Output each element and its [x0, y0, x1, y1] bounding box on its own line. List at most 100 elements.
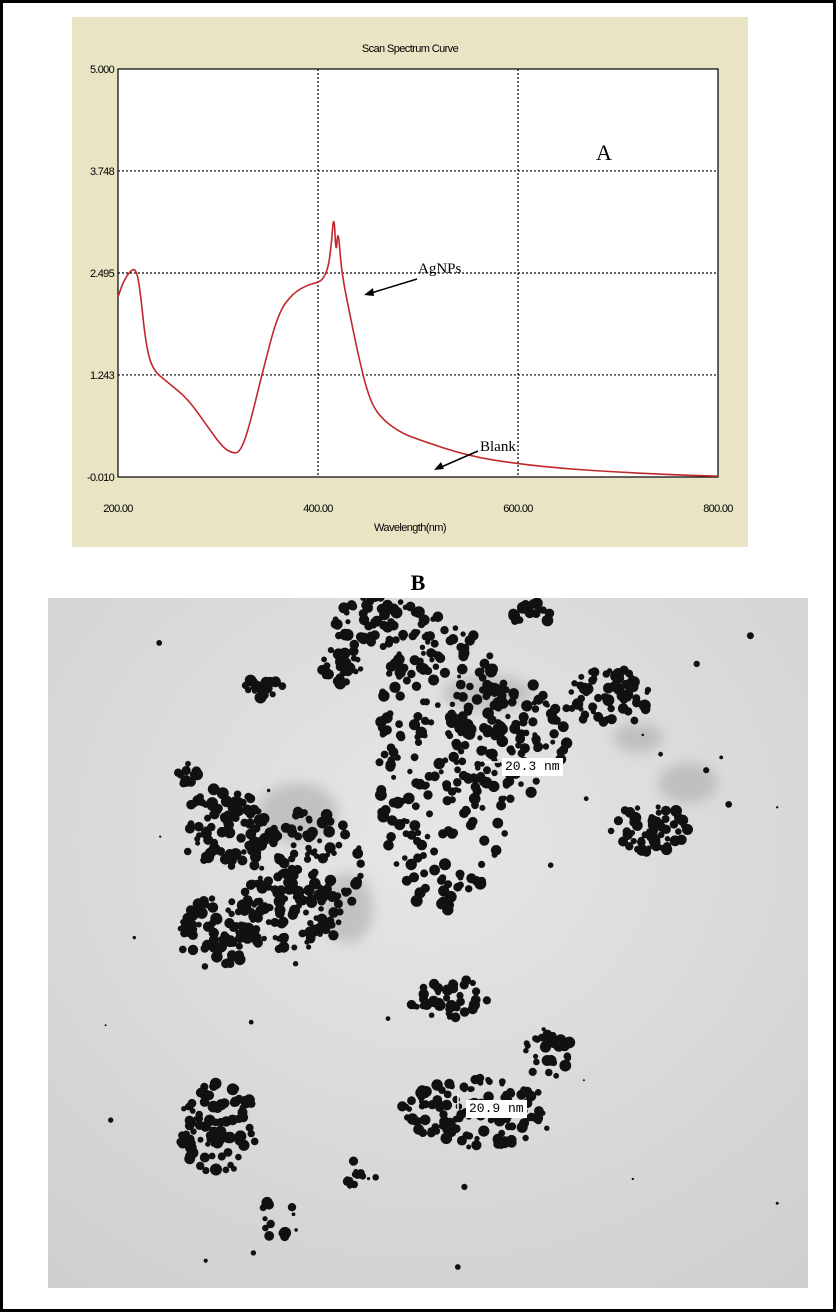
nanoparticle — [269, 838, 278, 848]
nanoparticle — [442, 757, 449, 764]
nanoparticle — [516, 1121, 528, 1133]
nanoparticle — [568, 689, 575, 695]
nanoparticle — [389, 681, 401, 693]
nanoparticle — [654, 816, 661, 824]
nanoparticle — [429, 864, 440, 876]
nanoparticle — [382, 599, 393, 611]
nanoparticle — [419, 852, 427, 859]
nanoparticle — [248, 879, 257, 888]
nanoparticle — [655, 809, 662, 816]
nanoparticle — [181, 765, 191, 776]
nanoparticle — [356, 845, 362, 851]
nanoparticle — [317, 664, 328, 675]
nanoparticle — [292, 806, 303, 817]
nanoparticle — [189, 1120, 197, 1127]
nanoparticle — [189, 1108, 196, 1114]
nanoparticle — [443, 1090, 452, 1099]
nanoparticle — [237, 855, 248, 866]
nanoparticle — [386, 710, 394, 718]
arrow-blank — [438, 450, 479, 469]
nanoparticle — [303, 909, 309, 916]
nanoparticle — [379, 688, 387, 696]
tem-image — [48, 598, 808, 1288]
nanoparticle — [389, 658, 402, 670]
nanoparticle — [210, 912, 223, 925]
nanoparticle — [237, 921, 246, 930]
nanoparticle — [646, 845, 652, 851]
nanoparticle — [534, 605, 543, 614]
nanoparticle — [108, 1117, 114, 1123]
nanoparticle — [185, 760, 191, 767]
nanoparticle — [343, 887, 352, 896]
nanoparticle — [468, 630, 479, 641]
nanoparticle — [244, 674, 257, 687]
nanoparticle — [505, 713, 511, 720]
y-tick-label: 5.000 — [90, 64, 115, 76]
nanoparticle — [638, 699, 651, 712]
nanoparticle — [306, 894, 316, 904]
nanoparticle — [194, 835, 201, 842]
nanoparticle — [479, 761, 485, 767]
nanoparticle — [444, 1078, 455, 1089]
nanoparticle — [221, 1116, 232, 1127]
nanoparticle — [412, 820, 421, 829]
nanoparticle — [502, 795, 507, 801]
annotation-blank: Blank — [480, 439, 516, 455]
nanoparticle — [438, 1086, 446, 1094]
nanoparticle — [292, 961, 299, 967]
nanoparticle — [438, 769, 444, 775]
nanoparticle — [327, 647, 334, 654]
nanoparticle — [222, 1166, 230, 1174]
nanoparticle — [405, 858, 417, 871]
nanoparticle — [278, 857, 290, 869]
nanoparticle — [632, 694, 641, 703]
nanoparticle — [527, 679, 539, 691]
nanoparticle — [191, 801, 198, 808]
nanoparticle — [661, 805, 671, 816]
nanoparticle — [215, 1099, 227, 1111]
nanoparticle — [413, 712, 423, 721]
nanoparticle — [201, 963, 209, 970]
nanoparticle — [499, 1081, 505, 1087]
nanoparticle — [321, 656, 327, 663]
nanoparticle — [208, 895, 216, 902]
nanoparticle — [248, 1019, 254, 1025]
nanoparticle — [776, 806, 779, 809]
nanoparticle — [207, 783, 220, 796]
nanoparticle — [533, 1053, 539, 1059]
nanoparticle — [534, 1089, 542, 1096]
panel-label-b: B — [410, 570, 426, 595]
nanoparticle — [663, 826, 671, 834]
nanoparticle — [104, 1024, 107, 1027]
nanoparticle — [560, 737, 573, 749]
nanoparticle — [501, 830, 509, 837]
nanoparticle — [629, 829, 636, 836]
nanoparticle — [461, 1183, 468, 1190]
nanoparticle — [402, 1103, 410, 1111]
nanoparticle — [327, 831, 334, 838]
nanoparticle — [549, 729, 559, 739]
nanoparticle — [266, 1231, 273, 1238]
nanoparticle — [224, 816, 230, 823]
nanoparticle — [578, 673, 585, 680]
nanoparticle — [399, 633, 407, 641]
y-tick-label: 1.243 — [90, 370, 115, 382]
nanoparticle — [442, 780, 452, 790]
nanoparticle — [458, 757, 467, 766]
nanoparticle — [455, 869, 465, 879]
nanoparticle — [379, 609, 390, 621]
nanoparticle — [211, 851, 215, 855]
nanoparticle — [195, 840, 201, 846]
nanoparticle — [474, 877, 487, 890]
nanoparticle — [504, 1122, 513, 1131]
nanoparticle — [557, 721, 569, 733]
nanoparticle — [447, 787, 457, 796]
nanoparticle — [442, 904, 454, 916]
nanoparticle — [541, 614, 554, 627]
nanoparticle — [525, 786, 537, 798]
nanoparticle — [483, 1091, 494, 1103]
nanoparticle — [524, 705, 531, 711]
nanoparticle — [235, 929, 242, 936]
nanoparticle — [547, 862, 554, 868]
nanoparticle — [508, 747, 516, 756]
